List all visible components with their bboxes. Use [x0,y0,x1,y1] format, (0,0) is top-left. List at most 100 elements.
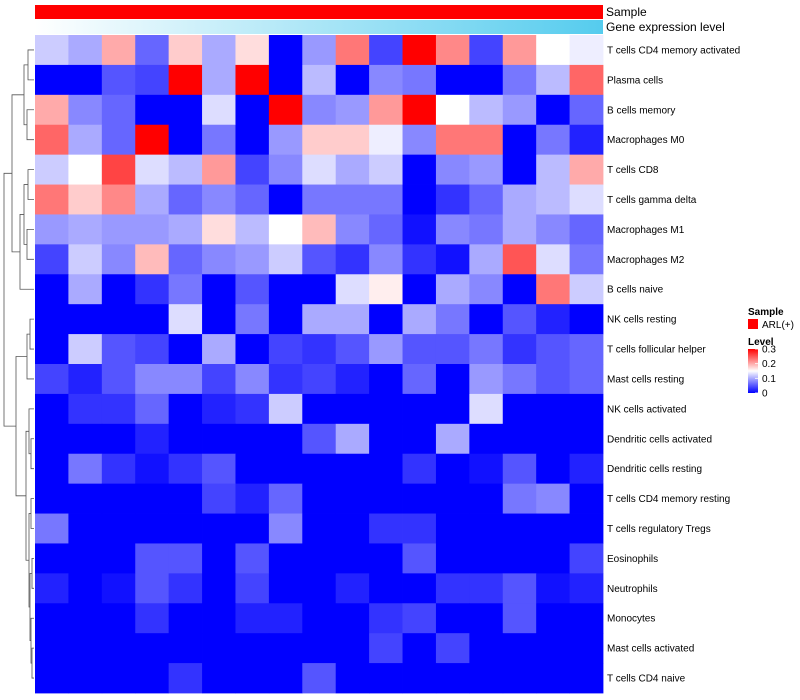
heatmap-cell [268,304,303,335]
heatmap-cell [168,513,203,544]
heatmap-cell [168,633,203,664]
heatmap-cell [135,214,170,245]
row-label: Macrophages M0 [607,135,685,146]
heatmap-cell [569,304,604,335]
heatmap-cell [35,154,69,185]
heatmap-cell [235,423,270,455]
row-label: Monocytes [607,614,655,625]
heatmap-cell [35,35,69,66]
heatmap-cell [101,94,136,126]
heatmap-cell [469,573,504,604]
heatmap-cell [202,64,236,96]
heatmap-cell [101,393,136,425]
heatmap-cell [68,94,103,126]
heatmap-cell [168,453,203,485]
heatmap-cell [168,124,203,156]
heatmap-cell [502,573,537,604]
heatmap-cell [135,64,170,96]
dendrogram-branch [11,94,24,253]
heatmap-cell [335,483,370,514]
dendrogram-branch [28,408,34,455]
heatmap-cell [235,573,270,604]
heatmap-cell [68,334,103,365]
heatmap-cell [402,423,437,455]
heatmap-cell [469,603,504,634]
heatmap-cell [35,214,69,245]
heatmap-cell [135,334,170,365]
heatmap-cell [202,513,236,544]
heatmap-cell [302,663,337,694]
heatmap-cell [101,453,136,485]
heatmap-cell [302,334,337,365]
heatmap-cell [536,94,570,126]
heatmap-cell [268,453,303,485]
heatmap-cell [202,423,236,455]
heatmap-cell [202,364,236,395]
heatmap-cell [469,633,504,664]
heatmap-cell [35,94,69,126]
heatmap-cell [68,35,103,66]
heatmap-cell [435,663,470,694]
dendrogram-branch [26,109,34,141]
heatmap-cell [101,543,136,574]
heatmap-cell [469,304,504,335]
heatmap-cell [536,244,570,275]
heatmap-cell [569,35,604,66]
heatmap-cell [469,274,504,305]
heatmap-cell [502,334,537,365]
heatmap-cell [402,154,437,185]
heatmap-cell [35,64,69,96]
heatmap-cell [502,633,537,664]
heatmap-cell [35,423,69,455]
heatmap-cell [68,124,103,156]
heatmap-cell [235,154,270,185]
dendrogram-branch [29,318,34,350]
row-labels: T cells CD4 memory activated Plasma cells… [607,45,740,684]
row-label: T cells CD4 memory activated [607,45,740,56]
heatmap-cell [435,573,470,604]
heatmap-cell [502,64,537,96]
heatmap-cell [469,423,504,455]
heatmap-cell [402,543,437,574]
heatmap-cell [101,513,136,544]
heatmap-cell [101,573,136,604]
heatmap-cell [469,393,504,425]
heatmap-cell [435,214,470,245]
heatmap-cell [35,364,69,395]
heatmap-cell [502,124,537,156]
heatmap-cell [569,573,604,604]
heatmap-cell [101,364,136,395]
heatmap-cell [202,124,236,156]
heatmap-cell [335,124,370,156]
heatmap-cell [402,573,437,604]
row-label: Mast cells activated [607,644,694,655]
heatmap-cell [135,483,170,514]
heatmap-cell [569,663,604,694]
heatmap-cell [268,364,303,395]
heatmap-cell [101,154,136,185]
heatmap-cell [135,663,170,694]
heatmap-cell [435,364,470,395]
heatmap-cell [536,573,570,604]
heatmap-cell [302,184,337,215]
heatmap-cell [469,35,504,66]
heatmap-cell [101,124,136,156]
heatmap-cell [202,573,236,604]
heatmap-cell [369,154,403,185]
heatmap-cell [35,304,69,335]
row-label: T cells gamma delta [607,195,697,206]
heatmap-cell [135,423,170,455]
heatmap-cell [435,64,470,96]
heatmap-cell [135,244,170,275]
heatmap-cell [101,423,136,455]
heatmap-cell [135,124,170,156]
heatmap-cell [502,304,537,335]
heatmap-cell [268,184,303,215]
heatmap-cell [235,513,270,544]
heatmap-cell [168,663,203,694]
heatmap-cell [402,453,437,485]
heatmap-cell [569,154,604,185]
heatmap-cell [101,214,136,245]
heatmap-cell [268,334,303,365]
heatmap-cell [235,603,270,634]
